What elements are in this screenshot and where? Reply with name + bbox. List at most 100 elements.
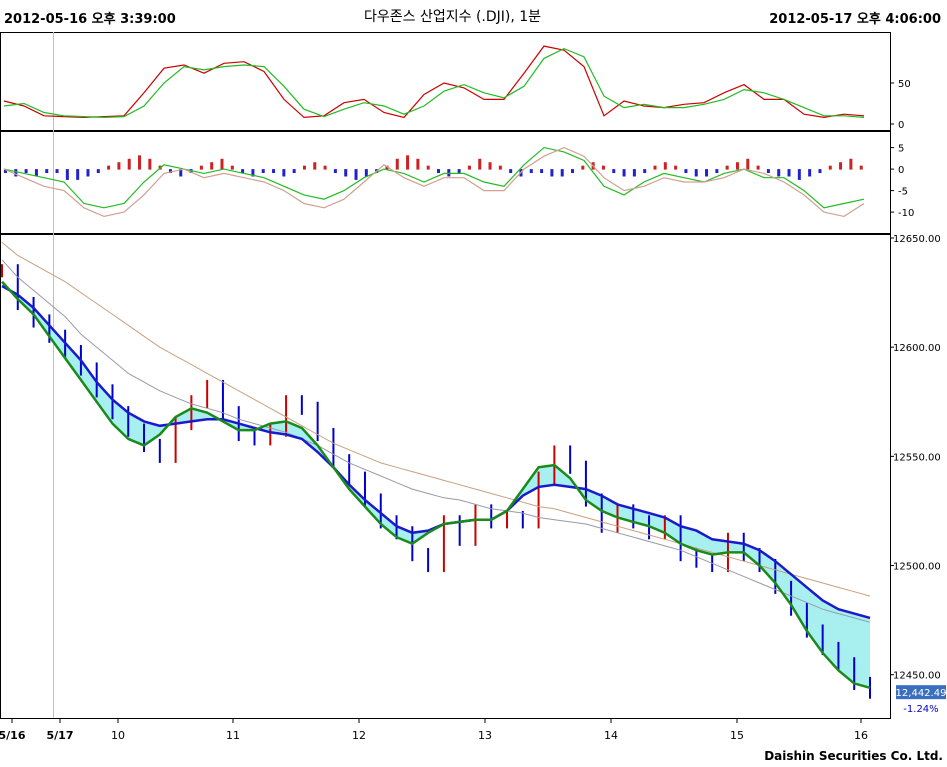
macd-hist-bar (766, 169, 770, 174)
macd-hist-bar (622, 169, 626, 177)
macd-hist-bar (395, 158, 399, 170)
macd-hist-bar (107, 165, 111, 170)
x-tick-label-3: 11 (226, 729, 240, 742)
macd-tick-label-1: 0 (898, 165, 904, 176)
panel-frame-2 (0, 131, 891, 234)
macd-hist-bar (529, 169, 533, 174)
x-tick-label-2: 10 (111, 729, 125, 742)
macd-hist-bar (261, 169, 265, 174)
macd-hist-bar (354, 169, 358, 180)
macd-hist-bar (457, 169, 461, 174)
ma-long1-line (1, 259, 871, 623)
x-tick-label-8: 16 (854, 729, 868, 742)
ma-short-line (1, 280, 871, 690)
macd-hist-bar (839, 162, 843, 170)
current-price-box (896, 685, 946, 700)
panel-frame-1 (0, 32, 891, 131)
macd-hist-bar (663, 162, 667, 170)
chart-title: 다우존스 산업지수 (.DJI), 1분 (364, 9, 542, 25)
macd-hist-bar (86, 169, 90, 177)
macd-hist-bar (55, 169, 59, 174)
macd-hist-bar (694, 169, 698, 177)
macd-hist-bar (550, 169, 554, 177)
macd-hist-bar (416, 158, 420, 170)
macd-hist-bar (241, 169, 245, 174)
macd-hist-bar (787, 169, 791, 177)
macd-hist-bar (251, 169, 255, 177)
stoch-line-1 (3, 45, 865, 119)
macd-hist-bar (302, 165, 306, 170)
macd-tick-label-2: -5 (898, 187, 908, 198)
macd-hist-bar (364, 169, 368, 177)
macd-hist-bar (323, 165, 327, 170)
macd-hist-bar (797, 169, 801, 180)
macd-hist-bar (385, 165, 389, 170)
price-tick-label-0: 12650.00 (893, 234, 941, 245)
macd-hist-bar (447, 169, 451, 177)
macd-hist-bar (674, 165, 678, 170)
macd-hist-bar (437, 169, 440, 174)
macd-hist-bar (540, 169, 544, 174)
macd-tick-label-0: 5 (898, 144, 904, 155)
stoch-tick-label-0: 50 (898, 79, 911, 90)
macd-hist-bar (4, 169, 7, 174)
macd-hist-bar (34, 169, 38, 177)
price-tick-label-1: 12600.00 (893, 343, 941, 354)
panel-frame-3 (0, 234, 891, 719)
macd-hist-bar (756, 165, 760, 170)
macd-hist-bar (612, 169, 616, 174)
macd-hist-bar (344, 169, 348, 177)
macd-hist-bar (168, 169, 172, 174)
macd-hist-bar (571, 169, 575, 174)
macd-hist-bar (292, 169, 296, 174)
macd-hist-bar (859, 165, 863, 170)
macd-hist-bar (735, 162, 739, 170)
macd-hist-bar (653, 165, 657, 170)
macd-hist-bar (179, 169, 183, 177)
x-tick-label-6: 14 (604, 729, 618, 742)
macd-hist-bar (777, 169, 781, 177)
x-tick-label-1: 5/17 (47, 729, 74, 742)
x-tick-label-4: 12 (352, 729, 366, 742)
x-tick-label-5: 13 (478, 729, 492, 742)
price-tick-label-3: 12500.00 (893, 562, 941, 573)
macd-hist-bar (601, 165, 605, 170)
macd-hist-bar (725, 165, 729, 170)
ma-long2-line (1, 242, 871, 597)
macd-hist-bar (406, 155, 410, 170)
macd-hist-bar (684, 169, 688, 174)
x-tick-label-0: 5/16 (0, 729, 26, 742)
macd-hist-bar (849, 158, 853, 170)
macd-hist-bar (632, 169, 636, 177)
macd-hist-bar (76, 169, 80, 180)
macd-hist-bar (426, 165, 430, 170)
macd-hist-bar (746, 158, 750, 170)
macd-hist-bar (818, 169, 822, 174)
macd-tick-label-3: -10 (898, 208, 914, 219)
change-pct-label: -1.24% (903, 704, 938, 715)
current-price-label: 12,442.49 (896, 688, 947, 699)
macd-hist-bar (210, 162, 214, 170)
macd-hist-bar (45, 169, 49, 174)
ma-mid-line (1, 284, 871, 620)
macd-hist-bar (117, 162, 121, 170)
price-tick-label-2: 12550.00 (893, 452, 941, 463)
start-time-label: 2012-05-16 오후 3:39:00 (4, 12, 176, 27)
macd-hist-bar (313, 162, 317, 170)
macd-line-2 (3, 146, 865, 218)
end-time-label: 2012-05-17 오후 4:06:00 (769, 12, 941, 27)
macd-hist-bar (560, 169, 564, 177)
macd-hist-bar (199, 165, 203, 170)
company-credit: Daishin Securities Co. Ltd. (764, 749, 943, 763)
macd-hist-bar (333, 169, 337, 174)
macd-line-1 (3, 146, 865, 209)
price-tick-label-4: 12450.00 (893, 671, 941, 682)
macd-hist-bar (498, 165, 502, 170)
macd-hist-bar (282, 169, 286, 177)
macd-hist-bar (581, 165, 585, 170)
macd-hist-bar (230, 165, 234, 170)
macd-hist-bar (478, 158, 482, 170)
macd-hist-bar (488, 162, 492, 170)
macd-hist-bar (828, 165, 832, 170)
